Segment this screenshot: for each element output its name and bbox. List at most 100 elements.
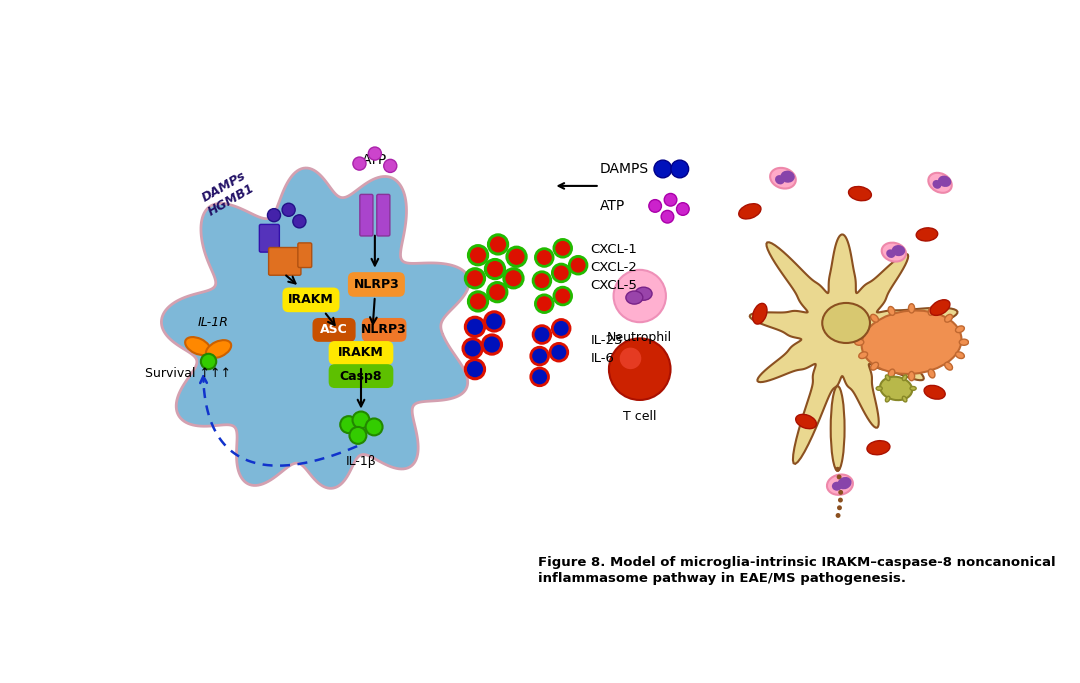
Circle shape bbox=[838, 482, 842, 487]
Text: NLRP3: NLRP3 bbox=[361, 323, 407, 337]
Circle shape bbox=[552, 320, 570, 337]
Ellipse shape bbox=[837, 477, 852, 489]
Circle shape bbox=[649, 199, 661, 212]
Circle shape bbox=[268, 208, 281, 222]
Circle shape bbox=[485, 312, 504, 331]
Text: IL-1R: IL-1R bbox=[198, 316, 229, 329]
Ellipse shape bbox=[775, 175, 785, 184]
Circle shape bbox=[534, 326, 551, 344]
Circle shape bbox=[837, 475, 841, 479]
Circle shape bbox=[383, 159, 396, 172]
Circle shape bbox=[838, 490, 843, 495]
Circle shape bbox=[368, 147, 381, 160]
Circle shape bbox=[554, 240, 571, 257]
Ellipse shape bbox=[827, 475, 853, 494]
Circle shape bbox=[463, 339, 483, 358]
Circle shape bbox=[671, 160, 689, 178]
Circle shape bbox=[352, 412, 369, 428]
Ellipse shape bbox=[822, 303, 870, 343]
Text: Survival ↑↑↑: Survival ↑↑↑ bbox=[146, 367, 231, 380]
Ellipse shape bbox=[924, 385, 945, 399]
Circle shape bbox=[530, 368, 549, 386]
Circle shape bbox=[485, 260, 504, 279]
Ellipse shape bbox=[945, 362, 953, 370]
Ellipse shape bbox=[739, 204, 761, 219]
Text: DAMPS: DAMPS bbox=[599, 162, 649, 176]
Ellipse shape bbox=[916, 228, 937, 241]
Ellipse shape bbox=[859, 326, 867, 333]
Ellipse shape bbox=[832, 482, 841, 490]
Circle shape bbox=[340, 416, 357, 433]
Circle shape bbox=[530, 347, 549, 365]
Circle shape bbox=[552, 264, 570, 282]
Ellipse shape bbox=[770, 168, 796, 189]
Ellipse shape bbox=[753, 303, 767, 324]
FancyBboxPatch shape bbox=[298, 243, 312, 268]
Circle shape bbox=[837, 505, 842, 510]
Text: DAMPs
HGMB1: DAMPs HGMB1 bbox=[199, 169, 257, 219]
Circle shape bbox=[350, 427, 366, 444]
Ellipse shape bbox=[888, 307, 895, 316]
Circle shape bbox=[554, 287, 571, 305]
Ellipse shape bbox=[781, 171, 795, 182]
Circle shape bbox=[661, 210, 674, 223]
Text: inflammasome pathway in EAE/MS pathogenesis.: inflammasome pathway in EAE/MS pathogene… bbox=[538, 572, 906, 585]
Ellipse shape bbox=[887, 249, 895, 258]
FancyBboxPatch shape bbox=[283, 288, 339, 312]
Ellipse shape bbox=[956, 352, 964, 359]
Circle shape bbox=[201, 354, 216, 370]
FancyBboxPatch shape bbox=[348, 272, 405, 297]
Ellipse shape bbox=[908, 372, 915, 380]
Text: Neutrophil: Neutrophil bbox=[607, 331, 673, 344]
Ellipse shape bbox=[881, 242, 906, 262]
Circle shape bbox=[609, 338, 671, 400]
Circle shape bbox=[613, 270, 666, 322]
Text: CXCL-1
CXCL-2
CXCL-5: CXCL-1 CXCL-2 CXCL-5 bbox=[591, 243, 637, 292]
Ellipse shape bbox=[870, 314, 878, 322]
Ellipse shape bbox=[929, 173, 951, 193]
Circle shape bbox=[366, 419, 382, 435]
Ellipse shape bbox=[870, 362, 878, 370]
Circle shape bbox=[483, 335, 501, 354]
FancyBboxPatch shape bbox=[312, 318, 355, 342]
Circle shape bbox=[465, 268, 485, 288]
Ellipse shape bbox=[831, 386, 845, 471]
Circle shape bbox=[353, 157, 366, 170]
Text: Casp8: Casp8 bbox=[340, 370, 382, 382]
Circle shape bbox=[507, 247, 526, 266]
Circle shape bbox=[654, 160, 672, 178]
Ellipse shape bbox=[185, 337, 211, 355]
Ellipse shape bbox=[867, 441, 890, 455]
FancyBboxPatch shape bbox=[377, 195, 390, 236]
Ellipse shape bbox=[859, 352, 867, 359]
Ellipse shape bbox=[928, 369, 935, 378]
FancyBboxPatch shape bbox=[259, 225, 280, 252]
Ellipse shape bbox=[892, 245, 905, 256]
Text: NLRP3: NLRP3 bbox=[353, 278, 400, 291]
Ellipse shape bbox=[635, 287, 652, 301]
Circle shape bbox=[569, 256, 588, 274]
Ellipse shape bbox=[945, 314, 953, 322]
Ellipse shape bbox=[796, 415, 816, 429]
Ellipse shape bbox=[903, 375, 907, 380]
Text: ATP: ATP bbox=[599, 199, 625, 213]
FancyBboxPatch shape bbox=[360, 195, 373, 236]
Polygon shape bbox=[161, 168, 469, 488]
Circle shape bbox=[550, 344, 568, 361]
Ellipse shape bbox=[888, 369, 895, 378]
Ellipse shape bbox=[880, 377, 913, 400]
Text: ASC: ASC bbox=[320, 323, 348, 337]
Ellipse shape bbox=[862, 311, 961, 374]
Text: T cell: T cell bbox=[623, 410, 657, 423]
Text: Figure 8. Model of microglia-intrinsic IRAKM–caspase-8 noncanonical: Figure 8. Model of microglia-intrinsic I… bbox=[538, 555, 1056, 568]
Text: ATP: ATP bbox=[362, 153, 388, 167]
Circle shape bbox=[536, 295, 553, 313]
FancyBboxPatch shape bbox=[362, 318, 406, 342]
Circle shape bbox=[488, 235, 508, 254]
Circle shape bbox=[835, 466, 840, 472]
Circle shape bbox=[620, 348, 642, 370]
Circle shape bbox=[469, 246, 488, 265]
Text: IRAKM: IRAKM bbox=[338, 346, 383, 359]
Circle shape bbox=[469, 292, 488, 311]
Circle shape bbox=[536, 249, 553, 266]
